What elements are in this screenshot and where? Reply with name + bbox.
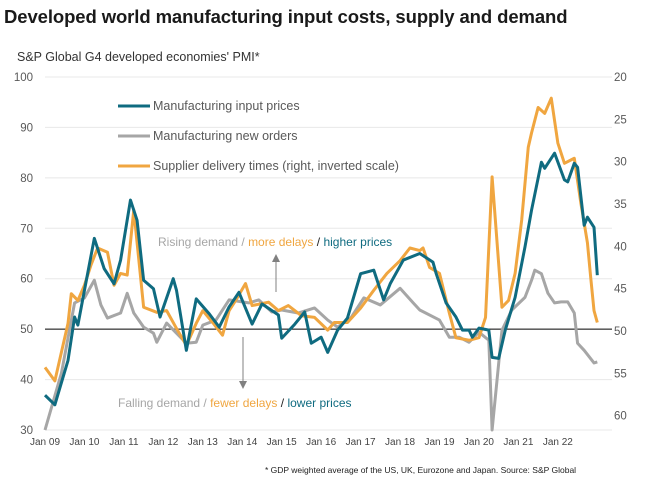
x-tick-label: Jan 10 <box>69 437 99 448</box>
series-lines <box>43 96 599 432</box>
y2-tick-label: 45 <box>614 284 627 296</box>
fewer-delays-text: fewer delays <box>210 396 277 410</box>
falling-demand-text: Falling demand / <box>118 396 207 410</box>
legend-label-input-prices: Manufacturing input prices <box>153 99 300 113</box>
y-tick-label: 80 <box>20 173 33 185</box>
legend-label-delivery-times: Supplier delivery times (right, inverted… <box>153 159 399 173</box>
series-line <box>43 96 599 383</box>
annotation-falling: Falling demand / fewer delays / lower pr… <box>118 337 352 410</box>
x-tick-label: Jan 19 <box>424 437 454 448</box>
gridlines <box>45 76 612 431</box>
x-tick-label: Jan 12 <box>148 437 178 448</box>
y2-tick-label: 50 <box>614 326 627 338</box>
rising-demand-text: Rising demand / <box>158 235 245 249</box>
chart-title: Developed world manufacturing input cost… <box>4 6 568 27</box>
x-tick-label: Jan 17 <box>346 437 376 448</box>
legend: Manufacturing input prices Manufacturing… <box>118 99 399 173</box>
x-tick-label: Jan 16 <box>306 437 336 448</box>
footnote: * GDP weighted average of the US, UK, Eu… <box>265 465 577 475</box>
y2-tick-label: 60 <box>614 411 627 423</box>
series-line <box>43 151 599 407</box>
x-tick-label: Jan 13 <box>188 437 218 448</box>
up-arrowhead-icon <box>272 254 280 262</box>
y2-tick-label: 40 <box>614 241 627 253</box>
x-tick-label: Jan 18 <box>385 437 415 448</box>
x-tick-label: Jan 15 <box>267 437 297 448</box>
y-tick-label: 50 <box>20 324 33 336</box>
x-tick-label: Jan 11 <box>109 437 139 448</box>
x-tick-label: Jan 14 <box>227 437 257 448</box>
annotation-rising: Rising demand / more delays / higher pri… <box>158 235 392 292</box>
x-axis-ticks: Jan 09 Jan 10 Jan 11 Jan 12 Jan 13 Jan 14 Jan … <box>30 437 573 448</box>
y-tick-label: 30 <box>20 425 33 437</box>
y2-tick-label: 30 <box>614 157 627 169</box>
separator-text: / <box>281 396 285 410</box>
x-tick-label: Jan 22 <box>543 437 573 448</box>
more-delays-text: more delays <box>248 235 313 249</box>
higher-prices-text: higher prices <box>323 235 392 249</box>
y2-tick-label: 35 <box>614 199 627 211</box>
y-tick-label: 70 <box>20 223 33 235</box>
y-tick-label: 100 <box>14 72 33 84</box>
separator-text: / <box>317 235 321 249</box>
y-tick-label: 40 <box>20 375 33 387</box>
left-axis-ticks: 100 90 80 70 60 50 40 30 <box>14 72 33 437</box>
x-tick-label: Jan 09 <box>30 437 60 448</box>
chart-subtitle: S&P Global G4 developed economies' PMI* <box>17 50 260 64</box>
svg-text:Rising demand / more del: Rising demand / more delays / higher pri… <box>158 235 392 249</box>
legend-label-new-orders: Manufacturing new orders <box>153 129 298 143</box>
y2-tick-label: 25 <box>614 114 627 126</box>
x-tick-label: Jan 21 <box>503 437 533 448</box>
y2-tick-label: 55 <box>614 368 627 380</box>
down-arrowhead-icon <box>239 381 247 389</box>
x-tick-label: Jan 20 <box>464 437 494 448</box>
y-tick-label: 60 <box>20 274 33 286</box>
right-axis-ticks: 20 25 30 35 40 45 50 55 60 <box>614 72 627 423</box>
y2-tick-label: 20 <box>614 72 627 84</box>
series-0 <box>43 151 599 407</box>
lower-prices-text: lower prices <box>287 396 351 410</box>
y-tick-label: 90 <box>20 122 33 134</box>
svg-text:Falling demand / fewer d: Falling demand / fewer delays / lower pr… <box>118 396 352 410</box>
